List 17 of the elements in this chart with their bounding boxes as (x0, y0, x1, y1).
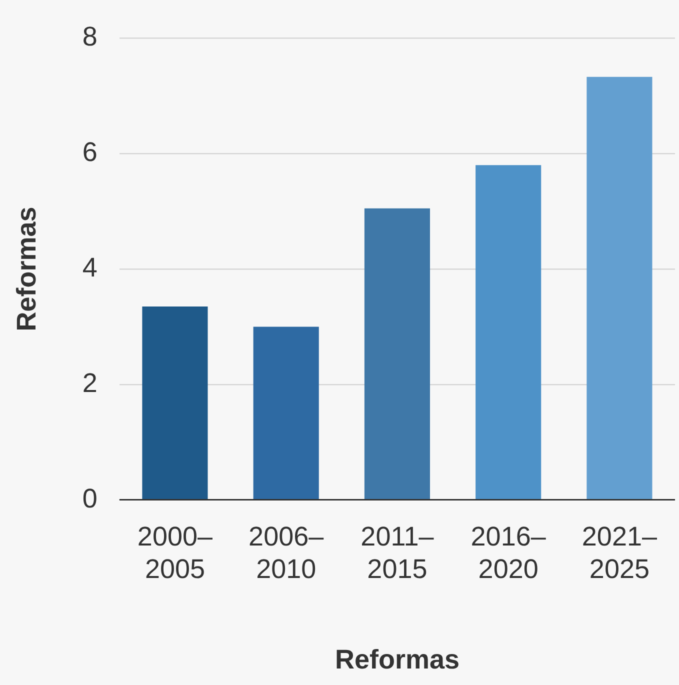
bar (364, 208, 430, 500)
y-tick-label: 4 (82, 252, 98, 282)
y-tick-label: 2 (82, 368, 98, 398)
x-tick-label: 2000–2005 (137, 521, 213, 584)
x-tick-label: 2016–2020 (470, 521, 546, 584)
bar (253, 326, 319, 500)
y-tick-label: 8 (82, 22, 98, 52)
x-tick-label: 2011–2015 (360, 521, 434, 584)
bar (142, 306, 208, 500)
bar (476, 165, 542, 500)
bar (586, 76, 652, 500)
y-axis-title: Reformas (12, 206, 42, 332)
x-tick-label: 2006–2010 (248, 521, 324, 584)
x-axis-title: Reformas (334, 644, 460, 674)
x-tick-label: 2021–2025 (582, 521, 658, 584)
y-tick-label: 6 (82, 137, 98, 168)
y-tick-label: 0 (82, 483, 98, 514)
